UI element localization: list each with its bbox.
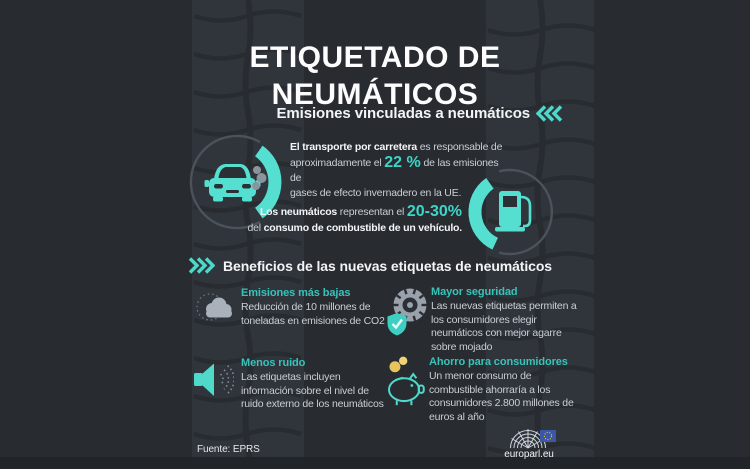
european-parliament-logo: [502, 420, 558, 455]
benefit-lower-emissions: Emisiones más bajas Reducción de 10 mill…: [196, 286, 385, 328]
benefit-title: Mayor seguridad: [431, 286, 518, 298]
benefit-body: Las nuevas etiquetas permiten a los consu…: [431, 300, 577, 353]
benefit-less-noise: Menos ruido Las etiquetas incluyen inform…: [194, 356, 384, 412]
coin-icon: [398, 356, 408, 366]
car-emissions-icon: [189, 134, 282, 230]
chevrons-right-icon: [188, 257, 215, 274]
benefits-heading: Beneficios de las nuevas etiquetas de ne…: [188, 257, 552, 274]
benefit-consumer-savings: Ahorro para consumidores Un menor consum…: [383, 354, 574, 424]
benefit-body: Un menor consumo de combustible ahorraría…: [429, 370, 574, 423]
benefit-body: Reducción de 10 millones de toneladas en …: [241, 301, 385, 327]
speaker-icon: [194, 363, 234, 396]
section-subtitle: Emisiones vinculadas a neumáticos: [277, 105, 563, 122]
road-transport-stat: El transporte por carretera es responsab…: [290, 141, 503, 199]
benefit-title: Emisiones más bajas: [241, 287, 351, 299]
benefit-body: Las etiquetas incluyen información sobre …: [241, 371, 384, 410]
piggy-bank-icon: [388, 356, 425, 406]
fuel-pump-icon: [468, 168, 553, 256]
source-label: Fuente: EPRS: [197, 444, 260, 455]
chevrons-left-icon: [536, 105, 563, 122]
benefit-safety: Mayor seguridad Las nuevas etiquetas per…: [387, 284, 577, 354]
benefit-title: Ahorro para consumidores: [429, 356, 568, 368]
tyre-consumption-stat: Los neumáticos representan el 20-30% del …: [247, 203, 463, 235]
exhaust-smoke-icon: [252, 166, 267, 190]
hemicycle-icon: [510, 429, 556, 449]
cloud-icon: [196, 293, 232, 321]
coin-icon: [389, 361, 401, 373]
subtitle-label: Emisiones vinculadas a neumáticos: [276, 105, 531, 122]
benefits-heading-label: Beneficios de las nuevas etiquetas de ne…: [223, 257, 552, 274]
benefit-title: Menos ruido: [241, 357, 306, 369]
shield-check-icon: [387, 313, 407, 336]
site-label: europarl.eu: [504, 449, 554, 460]
bottom-strip: [0, 457, 750, 469]
page-title: ETIQUETADO DE NEUMÁTICOS: [249, 41, 501, 112]
eu-flag-icon: [540, 430, 556, 442]
tyre-shield-icon: [387, 288, 427, 336]
